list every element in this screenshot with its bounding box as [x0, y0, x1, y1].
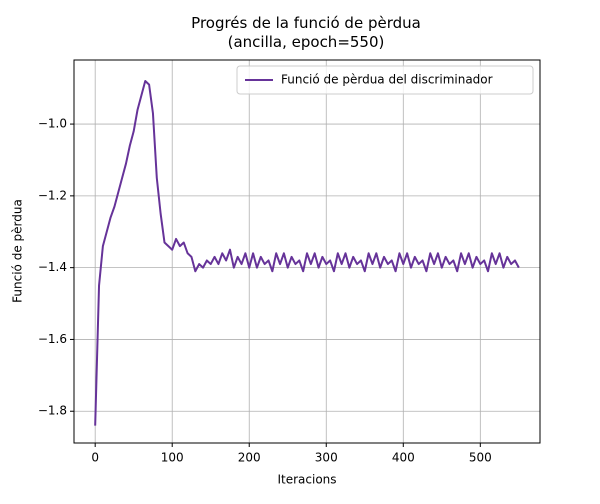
x-tick-label: 100 [161, 451, 184, 465]
legend-label: Funció de pèrdua del discriminador [281, 73, 493, 87]
data-line [94, 80, 520, 426]
y-tick-label: −1.0 [38, 117, 67, 131]
y-tick-label: −1.2 [38, 188, 67, 202]
x-tick-label: 500 [469, 451, 492, 465]
y-tick-label: −1.8 [38, 404, 67, 418]
x-tick-label: 200 [238, 451, 261, 465]
y-axis-label: Funció de pèrdua [11, 199, 25, 303]
plot-frame [73, 59, 541, 444]
x-tick-label: 300 [315, 451, 338, 465]
legend-box [236, 65, 534, 95]
y-tick-label: −1.6 [38, 332, 67, 346]
x-tick-label: 400 [392, 451, 415, 465]
chart-title: Progrés de la funció de pèrdua (ancilla,… [191, 14, 421, 51]
y-tick-label: −1.4 [38, 260, 67, 274]
x-tick-label: 0 [91, 451, 99, 465]
x-axis-label: Iteracions [277, 473, 336, 487]
